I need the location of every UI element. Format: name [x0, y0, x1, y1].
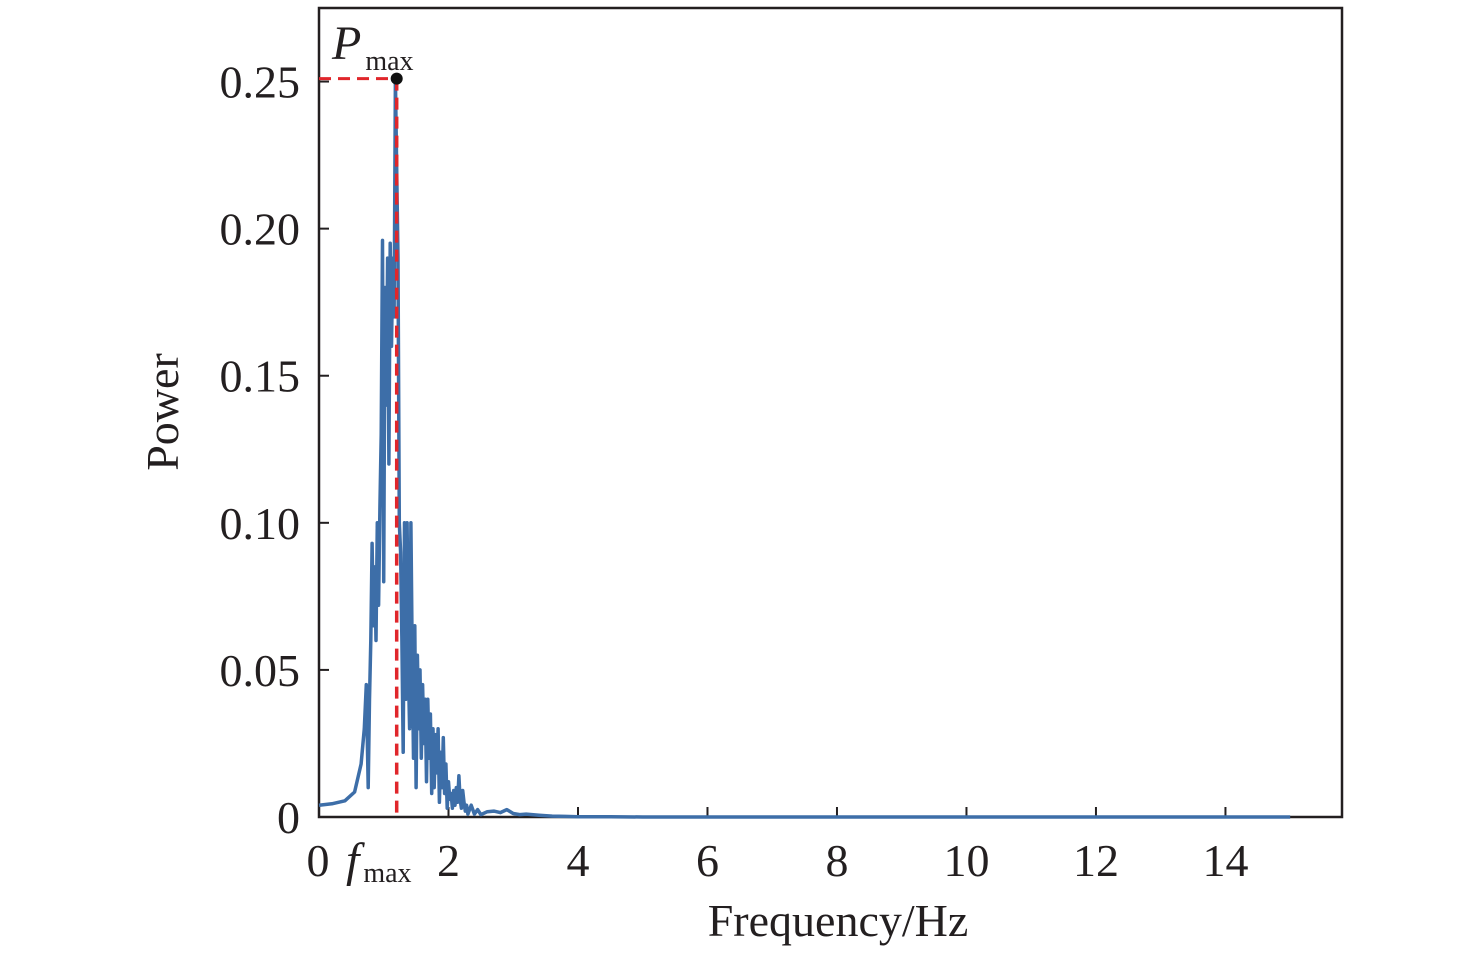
y-tick-label: 0.10 [220, 498, 301, 549]
y-tick-label: 0.25 [220, 57, 301, 108]
x-tick-label: 0 [307, 835, 330, 886]
y-tick-label: 0.15 [220, 351, 301, 402]
peak-frequency-label: f max [346, 834, 412, 889]
plot-frame [317, 6, 1344, 819]
peak-frequency-label-main: f [346, 834, 365, 887]
x-tick-label: 12 [1073, 835, 1119, 886]
y-tick-label: 0.05 [220, 645, 301, 696]
peak-marker-layer [319, 72, 403, 817]
peak-frequency-label-sub: max [363, 858, 411, 889]
y-tick-label: 0.20 [220, 204, 301, 255]
x-tick-label: 14 [1202, 835, 1248, 886]
y-tick-label: 0 [277, 792, 300, 843]
x-tick-label: 4 [566, 835, 589, 886]
peak-power-label-main: P [331, 17, 361, 70]
peak-power-label-sub: max [365, 46, 413, 77]
x-tick-label: 6 [696, 835, 719, 886]
x-axis-label: Frequency/Hz [708, 895, 969, 946]
x-tick-label: 2 [437, 835, 460, 886]
spectrum-line [318, 76, 1291, 819]
axes: 2 4 6 8 10 12 14 00 0.05 0.10 0.15 0.20 0.25 [220, 6, 1344, 886]
series-layer [318, 76, 1291, 819]
peak-point [390, 72, 403, 85]
x-tick-label: 8 [825, 835, 848, 886]
x-tick-label: 10 [943, 835, 989, 886]
y-axis-label: Power [137, 353, 188, 471]
